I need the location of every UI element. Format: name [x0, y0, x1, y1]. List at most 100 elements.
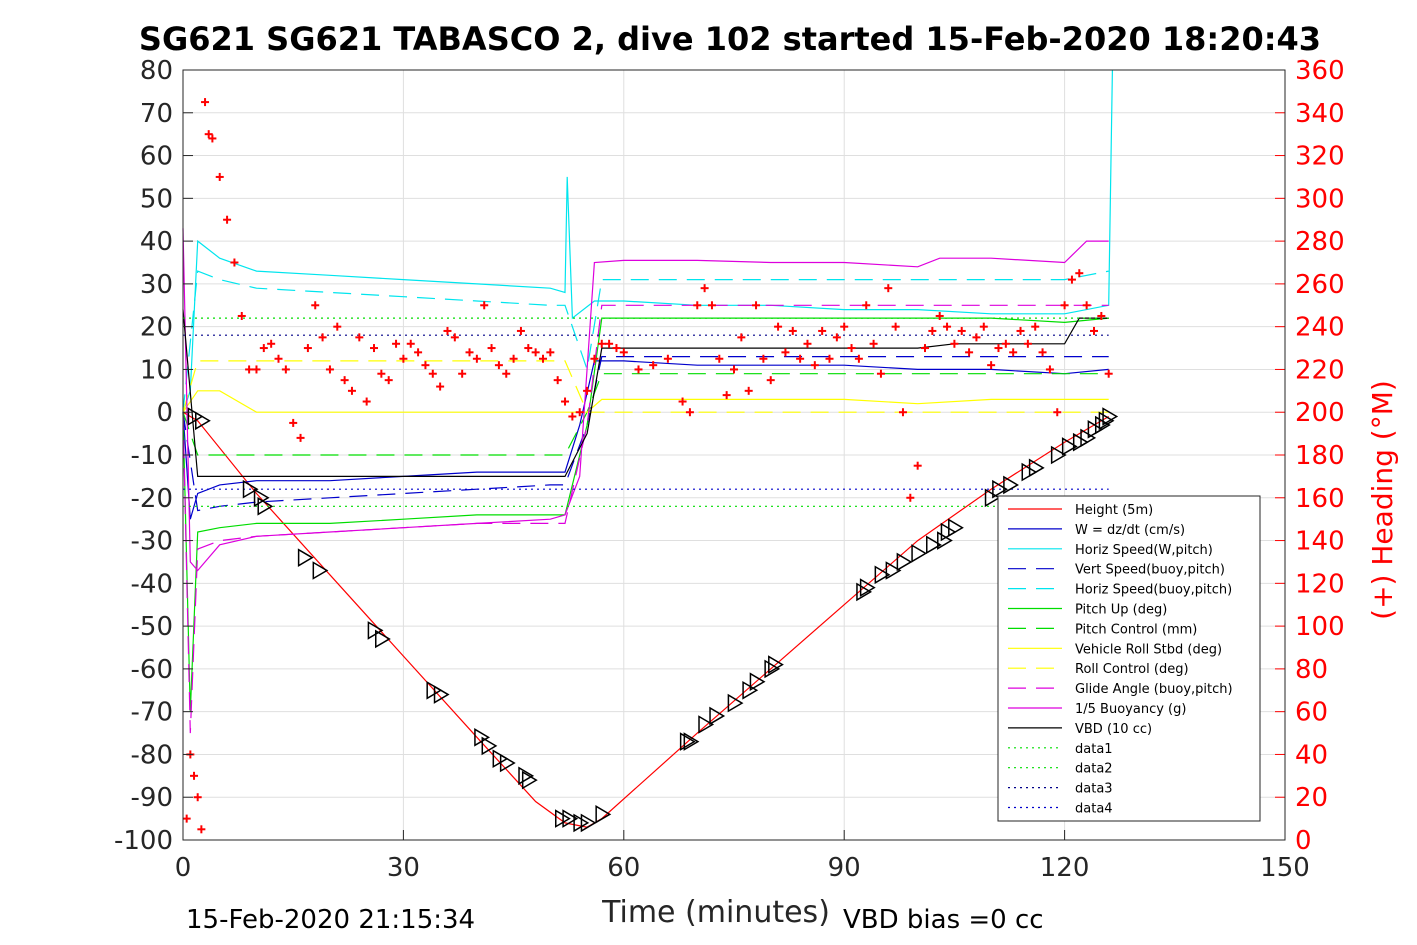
legend: Height (5m) W = dz/dt (cm/s) Horiz Speed(W…	[997, 495, 1261, 822]
heading-point	[333, 322, 342, 331]
dive-marker	[937, 531, 953, 550]
heading-point	[204, 130, 213, 139]
heading-point	[847, 344, 856, 353]
heading-point	[1016, 326, 1025, 335]
dive-marker	[926, 535, 942, 555]
y-tick-label: 50	[140, 184, 173, 214]
plot-frame	[182, 69, 1286, 841]
legend-label: data2	[1075, 762, 1113, 777]
heading-point	[781, 348, 790, 357]
x-tick-label: 90	[828, 853, 861, 883]
heading-point	[190, 771, 199, 780]
y2-tick-label: 220	[1295, 355, 1345, 385]
y-tick-label: -50	[131, 612, 173, 642]
y-tick-label: -40	[131, 569, 173, 599]
y2-tick-label: 280	[1295, 227, 1345, 257]
dive-marker	[312, 561, 329, 580]
heading-point	[597, 339, 606, 348]
legend-label: 1/5 Buoyancy (g)	[1075, 702, 1186, 717]
heading-point	[281, 365, 290, 374]
heading-point	[965, 348, 974, 357]
heading-point	[252, 365, 261, 374]
y-tick-label: -20	[131, 484, 173, 514]
dive-marker	[1102, 407, 1119, 426]
dive-marker	[874, 565, 891, 585]
y2-tick-label: 260	[1295, 270, 1345, 300]
heading-point	[182, 814, 191, 823]
heading-point	[935, 311, 944, 320]
heading-point	[994, 344, 1003, 353]
heading-point	[458, 369, 467, 378]
dive-marker	[580, 813, 597, 833]
heading-point	[443, 326, 452, 335]
heading-point	[215, 172, 224, 181]
y2-tick-label: 200	[1295, 398, 1345, 428]
dive-marker	[257, 497, 274, 516]
heading-point	[1001, 339, 1010, 348]
y-tick-label: 70	[140, 99, 173, 129]
heading-point	[678, 397, 687, 406]
heading-point	[538, 354, 547, 363]
dive-marker	[521, 770, 538, 790]
dive-marker	[195, 411, 211, 431]
dive-marker	[1050, 445, 1067, 465]
heading-point	[1067, 275, 1076, 284]
y-tick-label: 80	[140, 56, 173, 86]
x-axis-label: Time (minutes)	[601, 895, 830, 930]
dive-marker	[375, 629, 391, 649]
heading-point	[414, 348, 423, 357]
heading-point	[355, 333, 364, 342]
dive-marker	[1028, 458, 1045, 478]
legend-label: Height (5m)	[1075, 503, 1153, 518]
heading-point	[612, 344, 621, 353]
heading-point	[201, 98, 210, 107]
y-tick-label: 0	[156, 398, 173, 428]
heading-point	[1009, 348, 1018, 357]
y2-tick-label: 60	[1295, 698, 1328, 728]
dive-marker	[242, 479, 259, 499]
heading-point	[663, 354, 672, 363]
dive-marker	[433, 685, 450, 704]
dive-marker	[679, 732, 696, 751]
heading-point	[1104, 369, 1113, 378]
dive-marker	[481, 736, 498, 756]
y-tick-label: -10	[131, 441, 173, 471]
series-layer	[182, 69, 1119, 834]
heading-point	[428, 369, 437, 378]
heading-point	[480, 301, 489, 310]
heading-point	[752, 301, 761, 310]
heading-point	[803, 339, 812, 348]
heading-point	[516, 326, 525, 335]
heading-point	[715, 354, 724, 363]
heading-point	[722, 391, 731, 400]
y2-tick-label: 360	[1295, 56, 1345, 86]
heading-point	[943, 322, 952, 331]
y-tick-label: -90	[131, 783, 173, 813]
heading-point	[891, 322, 900, 331]
y2-axis-label: (+) Heading (°M)	[1366, 380, 1399, 620]
dive-marker	[764, 659, 781, 679]
y-tick-label: -30	[131, 527, 173, 557]
heading-point	[788, 326, 797, 335]
heading-point	[531, 348, 540, 357]
legend-label: Horiz Speed(W,pitch)	[1075, 543, 1213, 558]
dive-marker	[992, 479, 1008, 499]
dive-marker	[856, 582, 873, 602]
y2-tick-label: 140	[1295, 527, 1345, 557]
series-line	[182, 69, 1113, 413]
heading-point	[340, 376, 349, 385]
series-line	[182, 360, 1109, 413]
heading-point	[810, 361, 819, 370]
heading-point	[707, 301, 716, 310]
chart-title: SG621 SG621 TABASCO 2, dive 102 started …	[139, 20, 1321, 58]
dive-marker	[749, 672, 766, 692]
heading-point	[700, 284, 709, 293]
heading-point	[862, 301, 871, 310]
y2-tick-label: 160	[1295, 484, 1345, 514]
heading-point	[524, 344, 533, 353]
heading-point	[583, 386, 592, 395]
dive-marker	[698, 715, 715, 734]
y2-tick-label: 20	[1295, 783, 1328, 813]
legend-label: Pitch Up (deg)	[1075, 603, 1167, 618]
